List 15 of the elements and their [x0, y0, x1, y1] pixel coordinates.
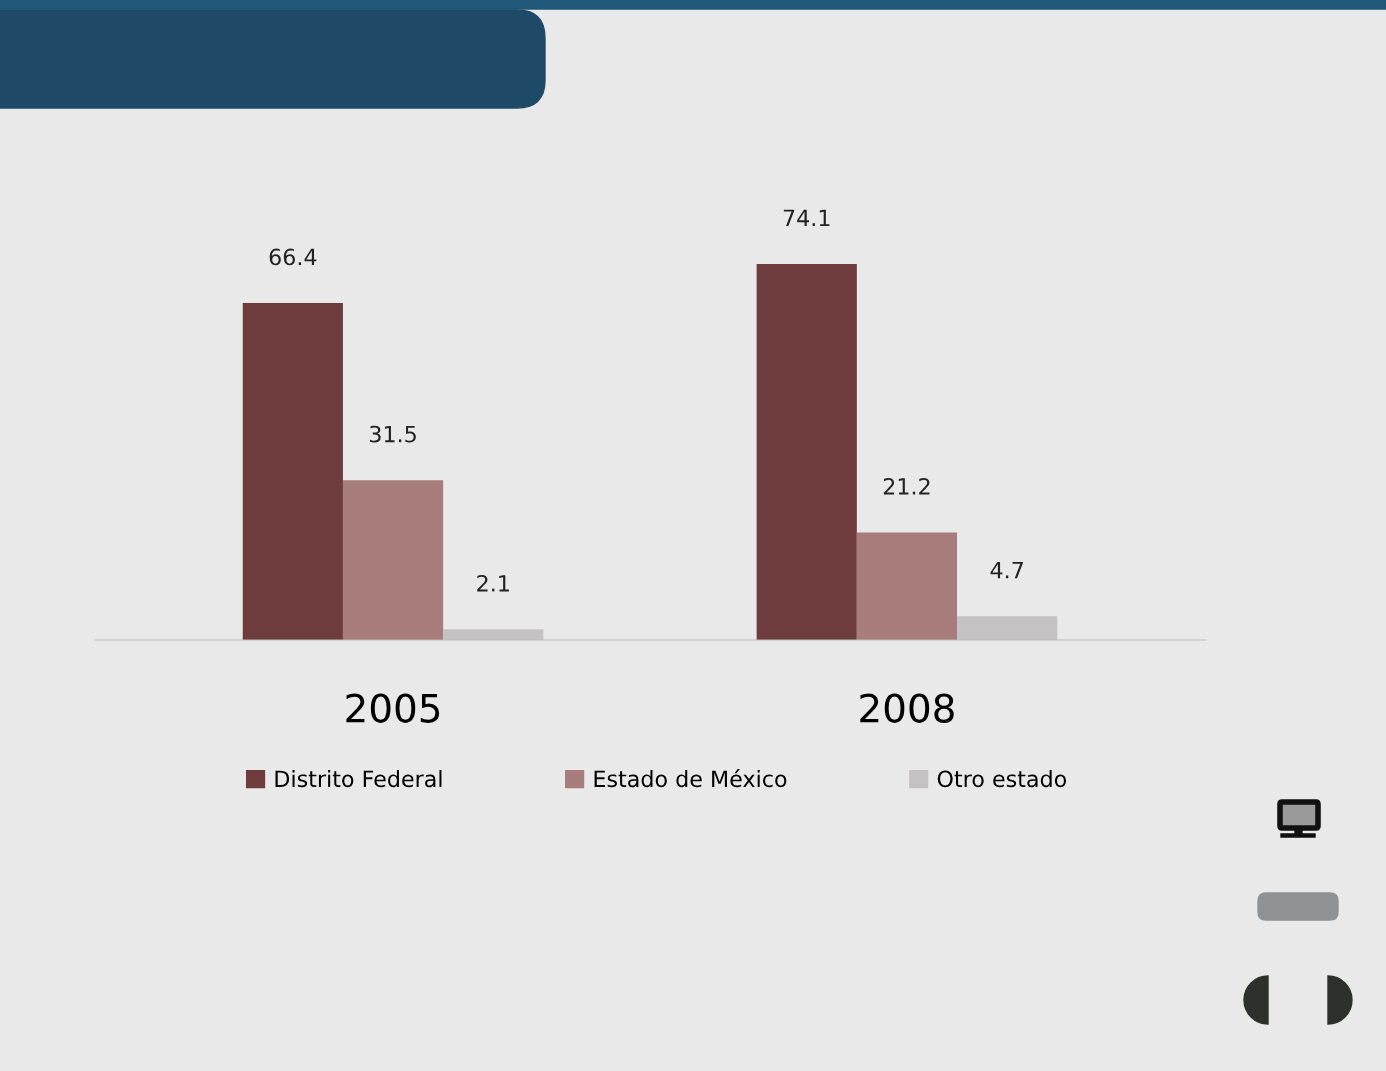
legend-label: Distrito Federal [275, 770, 442, 788]
bar [242, 303, 343, 640]
data-label: 66.4 [269, 248, 317, 266]
data-label: 74.1 [783, 209, 830, 226]
data-label: 21.2 [883, 477, 930, 495]
bar [756, 263, 857, 640]
data-label: 4.7 [990, 561, 1023, 579]
x-tick-label: 2005 [346, 693, 440, 723]
data-label: 2.1 [477, 574, 509, 592]
legend-label: Otro estado [937, 770, 1067, 788]
legend-label: Estado de México [594, 769, 787, 788]
x-tick-label: 2008 [860, 693, 954, 723]
data-label: 31.5 [370, 425, 416, 443]
bar [856, 532, 958, 640]
bar [342, 480, 444, 640]
